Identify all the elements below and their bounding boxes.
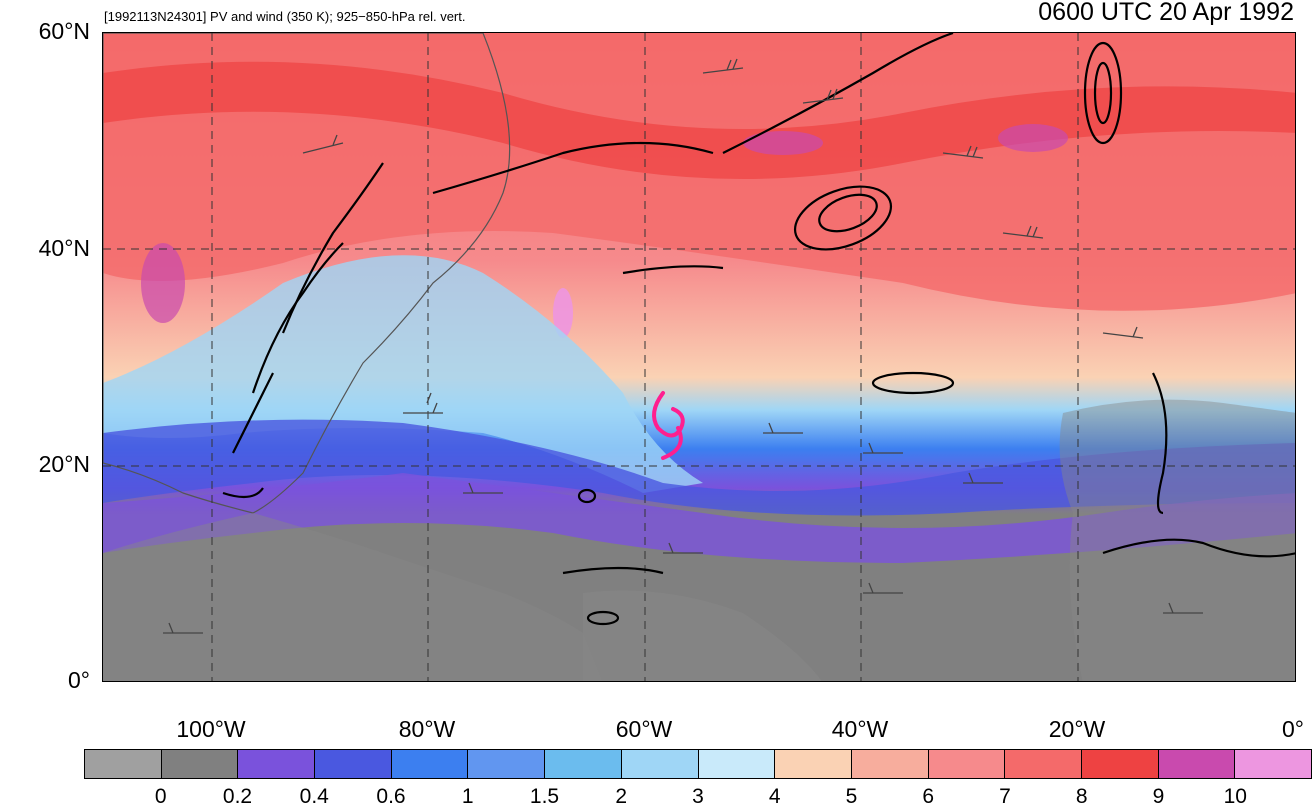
wind-barbs (163, 58, 1203, 634)
colorbar-tick-label: 0.4 (299, 785, 329, 808)
colorbar-box (161, 750, 239, 778)
colorbar-box (1158, 750, 1236, 778)
colorbar-tick-label: 0 (154, 785, 167, 808)
colorbar-tick-label: 0.2 (222, 785, 253, 808)
colorbar-box (85, 750, 162, 778)
colorbar-box (545, 750, 622, 778)
colorbar-box (1081, 750, 1159, 778)
pv-colorbar (84, 749, 1312, 779)
pv-purple-patch (998, 124, 1068, 152)
colorbar-box (315, 750, 392, 778)
colorbar-tick-label: 0.6 (376, 785, 406, 808)
pv-map-svg (103, 33, 1295, 681)
central-america-land (103, 513, 603, 681)
lon-label-0: 0° (1282, 716, 1304, 742)
pv-purple-patch (141, 243, 185, 323)
lat-label-60n: 60°N (38, 18, 90, 44)
colorbar-tick-label: 9 (1152, 785, 1165, 808)
tropical-cyclone-icon (652, 391, 685, 460)
pv-low-trough-core (103, 419, 1295, 516)
lon-label-100w: 100°W (176, 716, 246, 742)
colorbar-box (775, 750, 852, 778)
south-america-land (583, 590, 822, 681)
pv-low-band (103, 473, 1295, 563)
africa-land (1059, 399, 1295, 681)
lon-label-20w: 20°W (1048, 716, 1106, 742)
colorbar-box (1005, 750, 1082, 778)
colorbar-box (468, 750, 546, 778)
pv-max-band (103, 61, 1295, 179)
colorbar-tick-label: 4 (768, 785, 781, 808)
colorbar-tick-label: 1.5 (529, 785, 560, 808)
lon-label-80w: 80°W (398, 716, 456, 742)
colorbar-tick-label: 3 (692, 785, 704, 808)
valid-time-title: 0600 UTC 20 Apr 1992 (1038, 0, 1294, 26)
colorbar-box (851, 750, 929, 778)
pv-low-trough (103, 255, 703, 493)
lon-label-60w: 60°W (615, 716, 673, 742)
colorbar-box (621, 750, 699, 778)
lat-label-20n: 20°N (38, 451, 90, 477)
colorbar-box (928, 750, 1006, 778)
pv-purple-patch (743, 131, 823, 155)
colorbar-box (238, 750, 316, 778)
pv-purple-patch (553, 288, 573, 338)
vorticity-contours (222, 33, 1295, 626)
north-america-land (103, 33, 511, 514)
map-panel (102, 32, 1296, 682)
graticule (103, 33, 1295, 681)
lat-label-0: 0° (68, 667, 90, 693)
colorbar-tick-label: 10 (1223, 785, 1247, 808)
colorbar-tick-label: 5 (845, 785, 858, 808)
colorbar-box (1235, 750, 1311, 778)
colorbar-box (391, 750, 469, 778)
map-subtitle: [1992113N24301] PV and wind (350 K); 925… (104, 9, 466, 24)
colorbar-tick-label: 2 (615, 785, 628, 808)
colorbar-box (698, 750, 776, 778)
colorbar-tick-label: 6 (922, 785, 935, 808)
colorbar-tick-label: 7 (999, 785, 1011, 808)
colorbar-tick-label: 1 (461, 785, 474, 808)
colorbar-tick-label: 8 (1075, 785, 1088, 808)
lat-label-40n: 40°N (38, 235, 90, 261)
lon-label-40w: 40°W (831, 716, 889, 742)
